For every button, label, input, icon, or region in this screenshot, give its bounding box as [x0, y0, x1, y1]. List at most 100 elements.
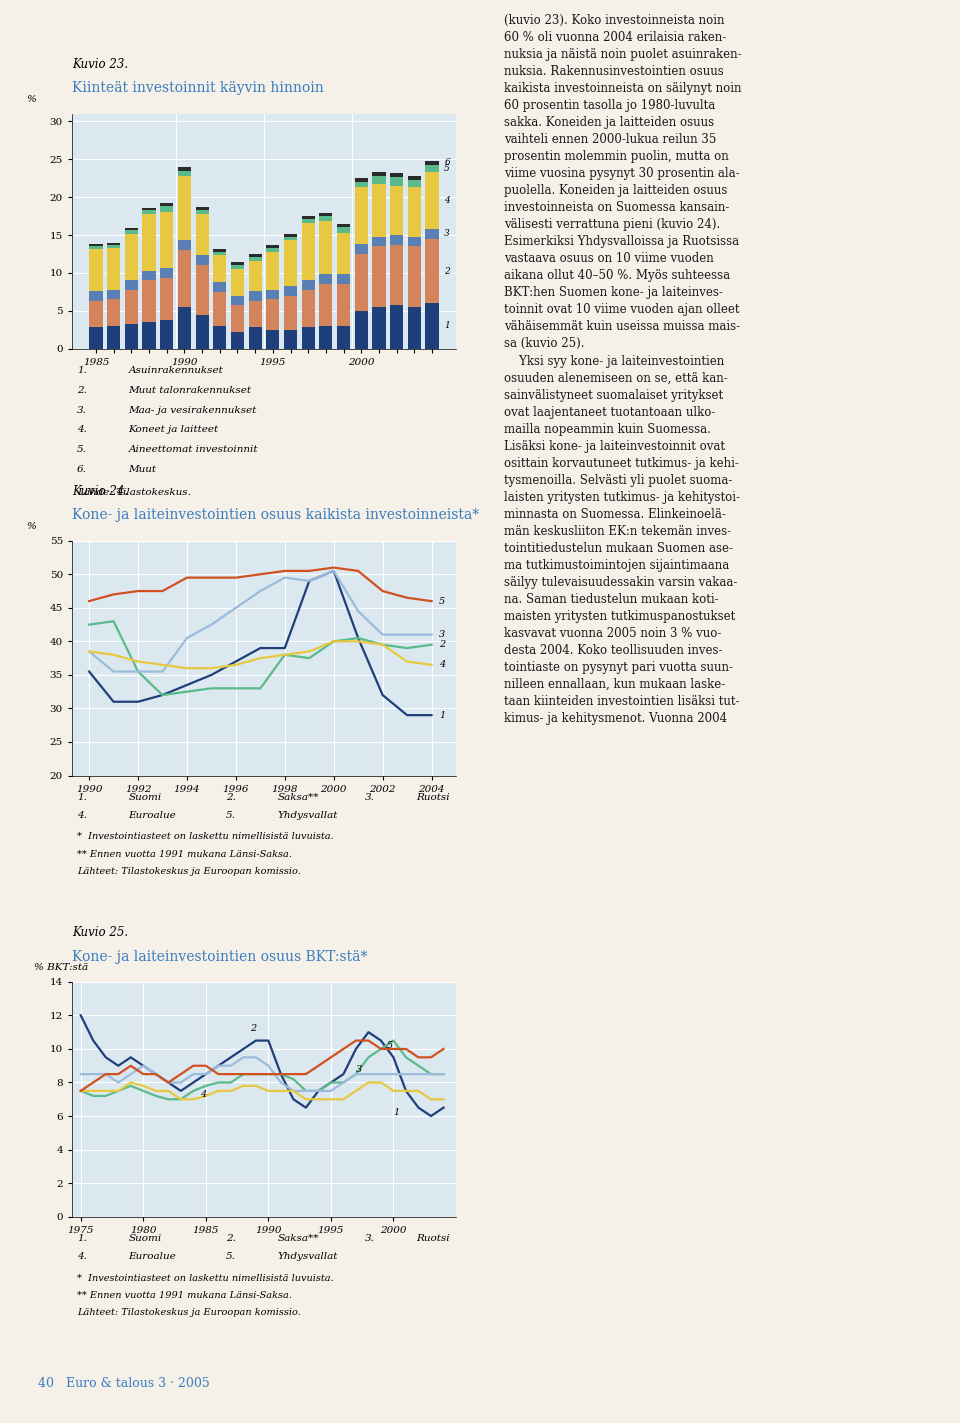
Bar [178, 166, 191, 171]
Bar [230, 332, 244, 349]
Bar [301, 280, 315, 289]
Text: (kuvio 23). Koko investoinneista noin
60 % oli vuonna 2004 erilaisia raken-
nuks: (kuvio 23). Koko investoinneista noin 60… [504, 14, 742, 350]
Bar [354, 178, 368, 182]
Bar [337, 285, 350, 326]
Bar [425, 161, 439, 165]
Text: Saksa**: Saksa** [277, 793, 319, 801]
Bar [213, 256, 227, 282]
Bar [213, 326, 227, 349]
Text: ** Ennen vuotta 1991 mukana Länsi-Saksa.: ** Ennen vuotta 1991 mukana Länsi-Saksa. [77, 850, 292, 858]
Text: 2.: 2. [226, 793, 235, 801]
Bar [284, 286, 298, 296]
Bar [425, 165, 439, 172]
Text: % BKT:stä: % BKT:stä [34, 963, 87, 972]
Bar [89, 249, 103, 292]
Text: 4: 4 [444, 196, 450, 205]
Bar [142, 208, 156, 211]
Text: Suomi: Suomi [129, 793, 162, 801]
Bar [142, 211, 156, 213]
Bar [196, 265, 208, 314]
Bar [337, 233, 350, 275]
Bar [125, 280, 138, 289]
Bar [337, 226, 350, 233]
Text: *  Investointiasteet on laskettu nimellisistä luvuista.: * Investointiasteet on laskettu nimellis… [77, 832, 333, 841]
Bar [266, 330, 279, 349]
Text: 2.: 2. [226, 1234, 235, 1242]
Bar [196, 213, 208, 256]
Text: 1: 1 [444, 322, 450, 330]
Bar [142, 280, 156, 322]
Text: 4: 4 [439, 660, 445, 669]
Bar [196, 314, 208, 349]
Text: Yhdysvallat: Yhdysvallat [277, 1252, 338, 1261]
Bar [196, 206, 208, 211]
Bar [230, 296, 244, 306]
Bar [408, 236, 420, 246]
Text: 3.: 3. [77, 406, 86, 414]
Bar [213, 292, 227, 326]
Bar [337, 275, 350, 285]
Text: Asuinrakennukset: Asuinrakennukset [129, 366, 224, 374]
Bar [425, 239, 439, 303]
Text: Yhdysvallat: Yhdysvallat [277, 811, 338, 820]
Bar [160, 206, 174, 212]
Bar [390, 235, 403, 245]
Bar [320, 216, 332, 222]
Bar [390, 176, 403, 186]
Bar [125, 323, 138, 349]
Text: Kone- ja laiteinvestointien osuus BKT:stä*: Kone- ja laiteinvestointien osuus BKT:st… [72, 949, 368, 963]
Text: 5: 5 [439, 596, 445, 606]
Bar [89, 245, 103, 246]
Bar [178, 240, 191, 250]
Bar [213, 249, 227, 252]
Text: %: % [26, 95, 36, 104]
Bar [320, 222, 332, 275]
Text: Euroalue: Euroalue [129, 811, 177, 820]
Text: 2: 2 [439, 640, 445, 649]
Text: 4.: 4. [77, 811, 86, 820]
Text: 4: 4 [200, 1090, 205, 1099]
Bar [108, 326, 120, 349]
Bar [266, 289, 279, 299]
Bar [178, 176, 191, 240]
Text: 2.: 2. [77, 386, 86, 394]
Bar [160, 269, 174, 279]
Text: 2: 2 [444, 266, 450, 276]
Bar [213, 252, 227, 256]
Text: *  Investointiasteet on laskettu nimellisistä luvuista.: * Investointiasteet on laskettu nimellis… [77, 1274, 333, 1282]
Bar [408, 246, 420, 307]
Text: 3.: 3. [365, 793, 374, 801]
Bar [390, 174, 403, 176]
Bar [125, 235, 138, 280]
Text: Lähteet: Tilastokeskus ja Euroopan komissio.: Lähteet: Tilastokeskus ja Euroopan komis… [77, 867, 300, 875]
Bar [266, 248, 279, 252]
Text: 1.: 1. [77, 366, 86, 374]
Text: Aineettomat investoinnit: Aineettomat investoinnit [129, 445, 258, 454]
Bar [408, 176, 420, 179]
Text: Euroalue: Euroalue [129, 1252, 177, 1261]
Text: 5.: 5. [226, 1252, 235, 1261]
Bar [89, 327, 103, 349]
Text: 5.: 5. [226, 811, 235, 820]
Bar [354, 245, 368, 253]
Bar [320, 275, 332, 285]
Bar [301, 216, 315, 219]
Text: 4.: 4. [77, 425, 86, 434]
Text: Maa- ja vesirakennukset: Maa- ja vesirakennukset [129, 406, 257, 414]
Bar [425, 229, 439, 239]
Text: Suomi: Suomi [129, 1234, 162, 1242]
Bar [89, 300, 103, 327]
Bar [178, 250, 191, 307]
Text: 1: 1 [394, 1109, 399, 1117]
Bar [372, 176, 386, 184]
Bar [160, 320, 174, 349]
Bar [301, 327, 315, 349]
Bar [249, 292, 262, 300]
Bar [372, 172, 386, 176]
Bar [337, 326, 350, 349]
Bar [89, 246, 103, 249]
Text: Kuvio 23.: Kuvio 23. [72, 58, 128, 71]
Text: %: % [26, 522, 36, 531]
Bar [266, 299, 279, 330]
Bar [284, 236, 298, 240]
